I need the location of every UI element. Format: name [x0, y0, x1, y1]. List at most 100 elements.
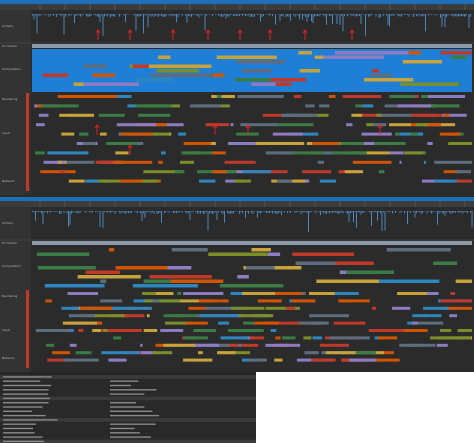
activity-spike: [258, 14, 260, 15]
activity-spike: [195, 14, 197, 16]
activity-spike: [203, 211, 204, 214]
event-bar: [157, 55, 171, 59]
activity-spike: [149, 14, 150, 16]
activity-spike: [39, 211, 41, 212]
activity-spike: [230, 211, 231, 214]
detail-text: [110, 427, 135, 430]
row-label: Composition: [2, 264, 21, 268]
activity-spike: [354, 14, 356, 17]
event-bar: [265, 151, 290, 155]
event-bar: [440, 299, 472, 303]
event-bar: [402, 60, 442, 64]
activity-spike: [338, 211, 339, 214]
annotation-arrow: [127, 144, 133, 155]
activity-spike: [272, 14, 273, 16]
activity-spike: [111, 211, 113, 213]
activity-spike: [225, 14, 227, 19]
activity-spike: [197, 14, 198, 16]
detail-text: [3, 384, 52, 387]
detail-row: [0, 375, 256, 379]
activity-spike: [362, 211, 363, 213]
activity-spike: [233, 211, 234, 214]
activity-spike: [306, 211, 308, 214]
activity-spike: [261, 211, 263, 213]
activity-spike: [411, 14, 413, 15]
row-label: Composition: [2, 67, 21, 71]
event-bar: [405, 343, 420, 347]
activity-spike: [317, 14, 318, 17]
event-bar: [388, 123, 411, 127]
activity-spike: [177, 14, 179, 17]
event-bar: [434, 160, 472, 164]
activity-spike: [435, 14, 437, 16]
activity-spike: [209, 211, 210, 214]
event-bar: [299, 69, 320, 73]
activity-spike: [113, 14, 114, 17]
event-bar: [218, 321, 230, 325]
detail-text: [110, 406, 145, 408]
activity-spike: [300, 211, 302, 214]
activity-spike: [353, 211, 354, 223]
activity-spike: [33, 14, 35, 20]
activity-spike: [42, 211, 44, 224]
activity-spike: [63, 211, 65, 213]
event-bar: [414, 113, 436, 117]
activity-spike: [174, 211, 176, 213]
activity-spike: [401, 14, 402, 17]
activity-spike: [339, 211, 341, 214]
activity-spike: [381, 211, 383, 231]
activity-spike: [309, 14, 311, 15]
activity-spike: [231, 211, 233, 214]
activity-spike: [461, 14, 462, 17]
activity-spike: [459, 211, 461, 213]
event-bar: [304, 351, 319, 355]
activity-spike: [315, 14, 317, 16]
activity-spike: [446, 14, 447, 17]
event-bar: [366, 123, 374, 127]
detail-text: [3, 376, 52, 378]
activity-spike: [419, 211, 420, 213]
event-bar: [58, 160, 62, 164]
activity-spike: [86, 14, 87, 17]
event-bar: [292, 252, 351, 256]
activity-spike: [240, 211, 242, 213]
activity-spike: [420, 14, 422, 17]
event-bar: [42, 73, 69, 77]
detail-text: [3, 380, 41, 382]
activity-spike: [332, 211, 333, 213]
event-bar: [363, 78, 414, 82]
activity-spike: [90, 211, 92, 213]
detail-text: [3, 402, 49, 404]
activity-spike: [62, 14, 63, 16]
event-bar: [189, 104, 221, 108]
activity-spike: [59, 211, 60, 214]
activity-spike: [251, 211, 252, 214]
activity-spike: [303, 14, 305, 16]
activity-spike: [108, 14, 110, 15]
event-bar: [282, 336, 296, 340]
activity-spike: [185, 211, 186, 213]
activity-spike: [354, 211, 356, 212]
event-bar: [397, 292, 427, 295]
detail-text: [110, 414, 160, 417]
activity-spike: [431, 211, 432, 214]
event-bar: [220, 299, 229, 303]
activity-spike: [275, 211, 276, 214]
activity-spike: [206, 211, 207, 212]
event-bar: [83, 82, 140, 86]
activity-spike: [461, 211, 462, 213]
activity-spike: [155, 14, 156, 16]
activity-spike: [219, 14, 221, 16]
row-label: Input: [2, 131, 11, 135]
event-bar: [94, 314, 125, 318]
activity-spike: [338, 14, 339, 15]
activity-spike: [246, 14, 248, 16]
activity-spike: [128, 211, 129, 214]
event-bar: [242, 69, 272, 73]
detail-text: [110, 384, 131, 387]
activity-spike: [462, 14, 464, 17]
event-bar: [361, 132, 392, 136]
activity-spike: [50, 14, 51, 16]
activity-spike: [471, 211, 473, 228]
